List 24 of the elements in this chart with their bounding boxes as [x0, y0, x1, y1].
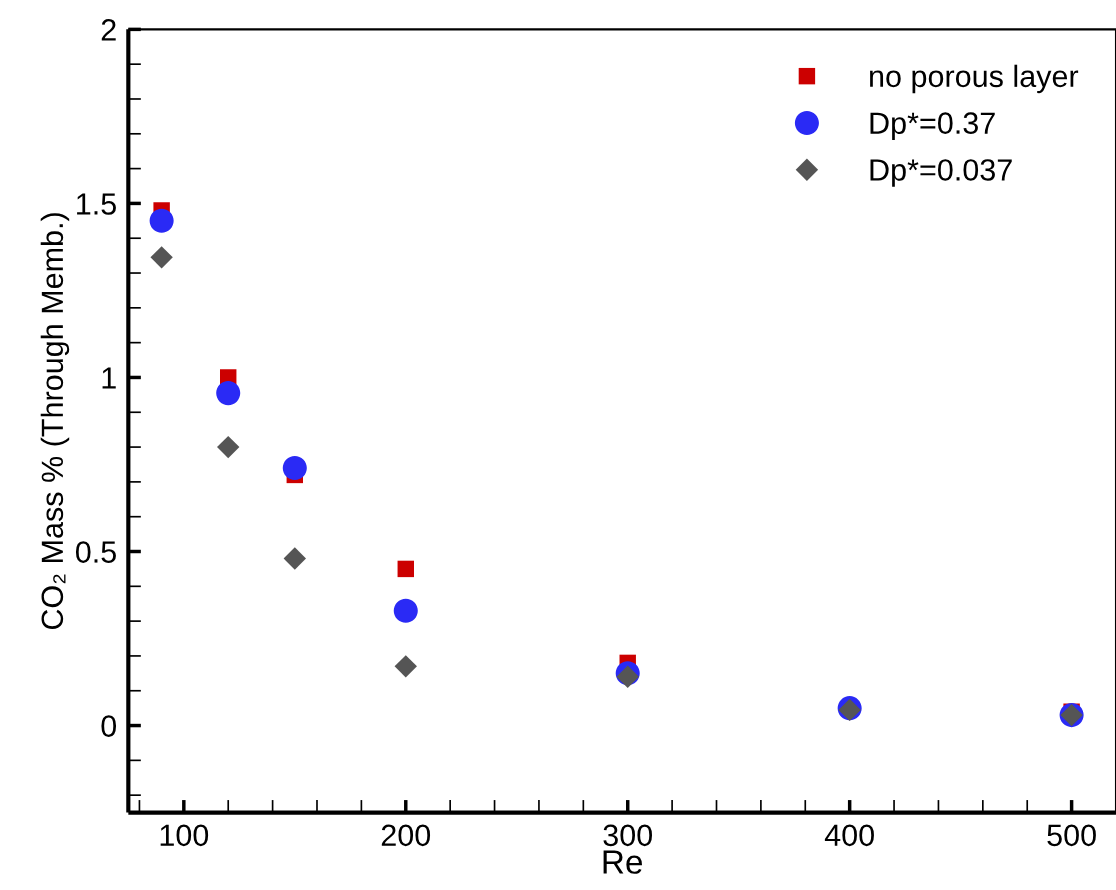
y-tick-label: 1.5 [77, 193, 116, 215]
point [397, 560, 414, 578]
x-tick-label: 200 [381, 824, 431, 847]
x-tick-label: 400 [824, 824, 874, 847]
y-tick-label: 2 [101, 19, 116, 41]
x-tick-label: 100 [160, 824, 209, 847]
y-axis-title: CO₂ Mass % (Through Memb.) [40, 213, 70, 630]
point [149, 208, 174, 233]
point [394, 655, 417, 678]
y-tick-label: 0 [101, 715, 117, 737]
point [393, 598, 418, 623]
x-tick-label: 500 [1047, 824, 1096, 847]
legend-label: no porous layer [870, 64, 1079, 94]
y-tick-label: 0.5 [75, 541, 116, 563]
point [217, 435, 240, 459]
point [283, 547, 306, 570]
legend-label: Dp*=0.037 [870, 159, 1012, 187]
y-tick-label: 1 [102, 367, 116, 389]
point [150, 246, 173, 269]
x-tick-label: 300 [603, 824, 653, 847]
x-axis-title: Re [603, 850, 642, 874]
point [216, 381, 241, 406]
legend-label: Dp*=0.37 [870, 112, 995, 140]
point [282, 455, 307, 480]
